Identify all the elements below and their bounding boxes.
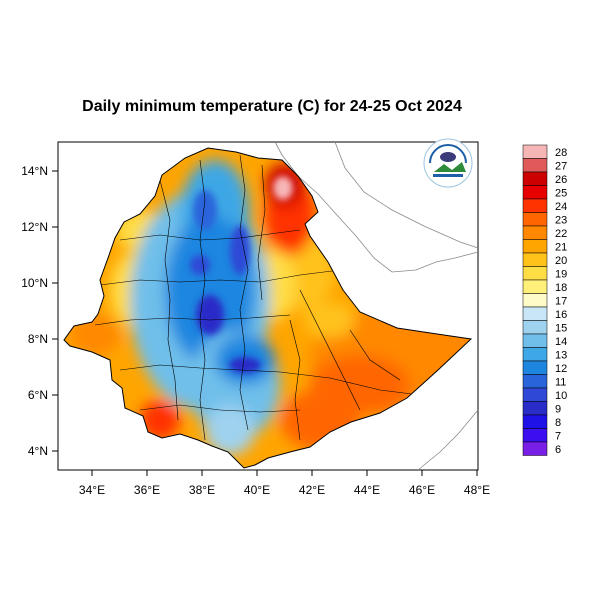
colorbar-label: 14 bbox=[555, 336, 567, 348]
x-tick-label: 36°E bbox=[134, 483, 160, 497]
colorbar-swatch bbox=[522, 266, 548, 281]
colorbar-label: 12 bbox=[555, 363, 567, 375]
y-axis bbox=[52, 170, 58, 452]
colorbar-swatch bbox=[522, 387, 548, 402]
y-tick-label: 6°N bbox=[28, 388, 48, 402]
colorbar-swatch bbox=[522, 428, 548, 443]
colorbar-swatch bbox=[522, 279, 548, 294]
y-tick-label: 4°N bbox=[28, 444, 48, 458]
neighbour-coastlines bbox=[274, 141, 479, 471]
x-tick-label: 38°E bbox=[189, 483, 215, 497]
colorbar-swatch bbox=[522, 360, 548, 375]
colorbar-swatch bbox=[522, 185, 548, 200]
colorbar-label: 7 bbox=[555, 430, 561, 442]
colorbar-label: 25 bbox=[555, 187, 567, 199]
colorbar-label: 15 bbox=[555, 322, 567, 334]
colorbar-swatch bbox=[522, 239, 548, 254]
colorbar-swatch bbox=[522, 252, 548, 267]
x-tick-label: 40°E bbox=[244, 483, 270, 497]
map-title: Daily minimum temperature (C) for 24-25 … bbox=[82, 98, 462, 115]
colorbar-label: 26 bbox=[555, 174, 567, 186]
colorbar-swatch bbox=[522, 225, 548, 240]
colorbar-label: 22 bbox=[555, 228, 567, 240]
ethiopian-meteorology-institute-logo bbox=[423, 138, 473, 188]
colorbar-swatch bbox=[522, 171, 548, 186]
colorbar-swatch bbox=[522, 198, 548, 213]
colorbar-label: 21 bbox=[555, 241, 567, 253]
x-tick-label: 44°E bbox=[354, 483, 380, 497]
colorbar-swatch bbox=[522, 306, 548, 321]
regional-boundaries bbox=[94, 154, 421, 441]
colorbar-label: 24 bbox=[555, 201, 567, 213]
y-tick-label: 10°N bbox=[21, 276, 48, 290]
colorbar-swatch bbox=[522, 414, 548, 429]
colorbar-swatch bbox=[522, 347, 548, 362]
x-tick-labels: 34°E 36°E 38°E 40°E 42°E 44°E 46°E 48°E bbox=[79, 483, 490, 497]
colorbar-label: 9 bbox=[555, 403, 561, 415]
colorbar-swatch bbox=[522, 401, 548, 416]
colorbar-label: 27 bbox=[555, 160, 567, 172]
x-tick-label: 46°E bbox=[409, 483, 435, 497]
colorbar-swatch bbox=[522, 293, 548, 308]
y-tick-label: 14°N bbox=[21, 164, 48, 178]
colorbar-swatch bbox=[522, 212, 548, 227]
x-tick-label: 42°E bbox=[299, 483, 325, 497]
colorbar-swatch bbox=[522, 333, 548, 348]
colorbar-swatch bbox=[522, 158, 548, 173]
colorbar-label: 20 bbox=[555, 255, 567, 267]
colorbar-label: 23 bbox=[555, 214, 567, 226]
y-tick-labels: 14°N 12°N 10°N 8°N 6°N 4°N bbox=[21, 164, 48, 458]
colorbar-label: 16 bbox=[555, 309, 567, 321]
colorbar-label: 11 bbox=[555, 376, 566, 388]
colorbar-label: 10 bbox=[555, 390, 567, 402]
colorbar-label: 28 bbox=[555, 147, 567, 159]
colorbar-swatch bbox=[522, 374, 548, 389]
y-tick-label: 8°N bbox=[28, 332, 48, 346]
colorbar-swatch bbox=[522, 144, 548, 159]
colorbar-swatch bbox=[522, 441, 548, 456]
colorbar-label: 6 bbox=[555, 444, 561, 456]
colorbar-label: 8 bbox=[555, 417, 561, 429]
y-tick-label: 12°N bbox=[21, 220, 48, 234]
colorbar-label: 19 bbox=[555, 268, 567, 280]
colorbar-label: 17 bbox=[555, 295, 567, 307]
colorbar-swatch bbox=[522, 320, 548, 335]
x-tick-label: 48°E bbox=[464, 483, 490, 497]
colorbar-label: 18 bbox=[555, 282, 567, 294]
colorbar-label: 13 bbox=[555, 349, 567, 361]
x-tick-label: 34°E bbox=[79, 483, 105, 497]
x-axis bbox=[91, 470, 478, 476]
